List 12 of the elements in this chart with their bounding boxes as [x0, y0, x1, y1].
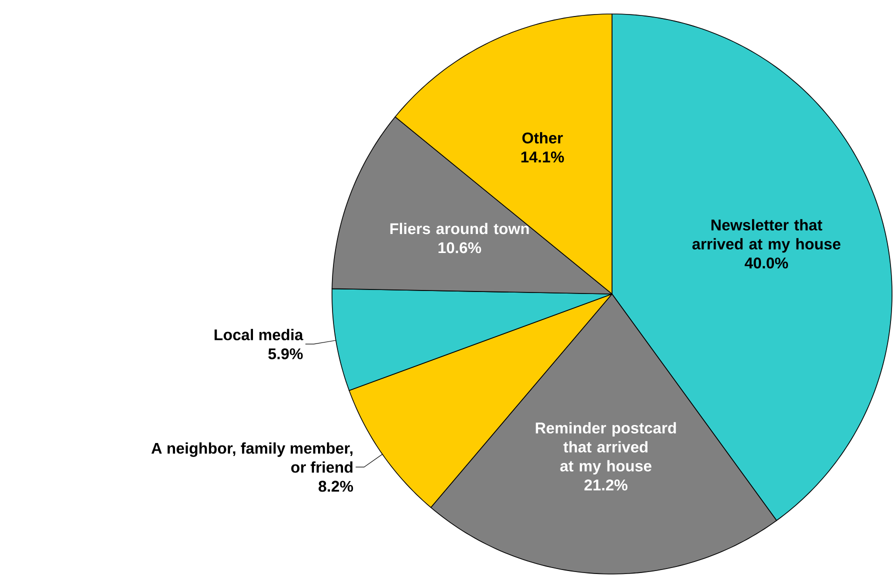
data-label: 10.6%	[438, 242, 482, 254]
slice-label: Reminder postcard that arrived at my house	[536, 422, 676, 475]
data-label: 21.2%	[584, 480, 628, 490]
slice-label: Local media	[214, 328, 304, 340]
slice-label: Other	[522, 132, 563, 144]
slice-label: A neighbor, family member, or friend	[151, 442, 352, 473]
slice-label: Fliers around town	[390, 222, 529, 234]
data-label: 14.1%	[521, 152, 564, 162]
data-label: 5.9%	[268, 348, 303, 360]
data-label: 40.0%	[744, 258, 788, 269]
slice-label: Newsletter that arrived at my house	[692, 219, 840, 253]
data-label: 8.2%	[318, 480, 354, 492]
